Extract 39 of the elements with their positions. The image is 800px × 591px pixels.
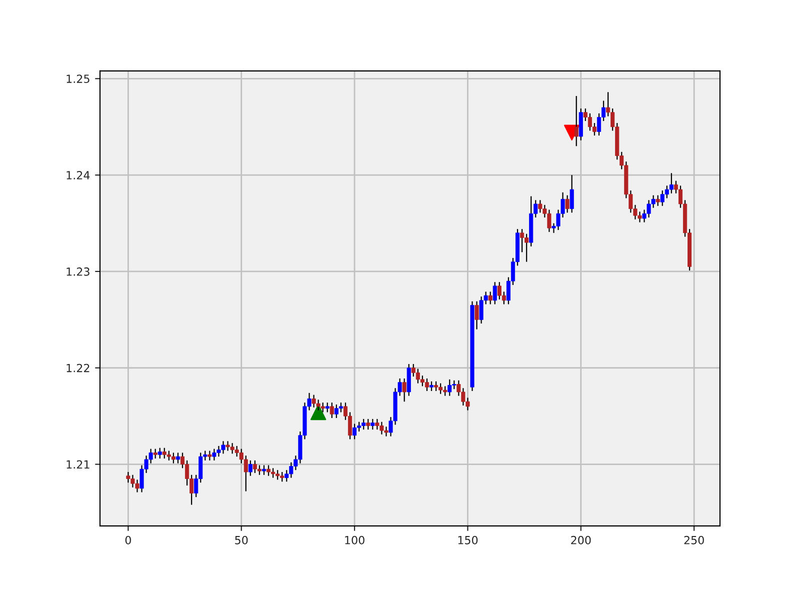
candlestick (565, 194, 570, 214)
y-tick-label: 1.23 (66, 267, 90, 276)
candlestick (366, 418, 370, 430)
candlestick (208, 450, 212, 461)
y-tick-label: 1.24 (66, 171, 90, 180)
x-tick-label: 200 (571, 536, 591, 544)
candlestick (488, 291, 492, 305)
candlestick (424, 378, 429, 392)
candlestick (434, 380, 438, 392)
candlestick (402, 378, 406, 402)
candlestick (474, 300, 479, 330)
candlestick (669, 172, 674, 194)
y-tick-label: 1.21 (66, 460, 90, 469)
candlestick (266, 464, 271, 476)
y-tick-label: 1.25 (66, 74, 90, 84)
y-tick-label: 1.22 (66, 364, 90, 372)
candlestick (257, 464, 262, 476)
x-tick-label: 150 (458, 536, 478, 544)
candlestick (370, 418, 375, 430)
candlestick (338, 402, 343, 413)
candlestick (158, 447, 162, 460)
candlestick (429, 380, 434, 392)
x-tick-label: 250 (684, 536, 704, 544)
candlestick (325, 402, 330, 413)
candlestick (520, 228, 524, 253)
candlestick (656, 194, 660, 206)
x-tick-label: 0 (125, 536, 131, 544)
candlestick (574, 95, 578, 147)
x-tick-label: 100 (345, 536, 364, 544)
candlestick (492, 282, 497, 305)
candlestick (262, 464, 266, 476)
x-tick-label: 50 (235, 536, 248, 544)
candlestick (153, 448, 158, 460)
candlestick (570, 174, 574, 214)
candlestick (352, 423, 357, 440)
candlestick (248, 460, 252, 476)
candlestick (330, 402, 334, 419)
candlestick (171, 452, 176, 464)
candlestick (176, 452, 180, 464)
